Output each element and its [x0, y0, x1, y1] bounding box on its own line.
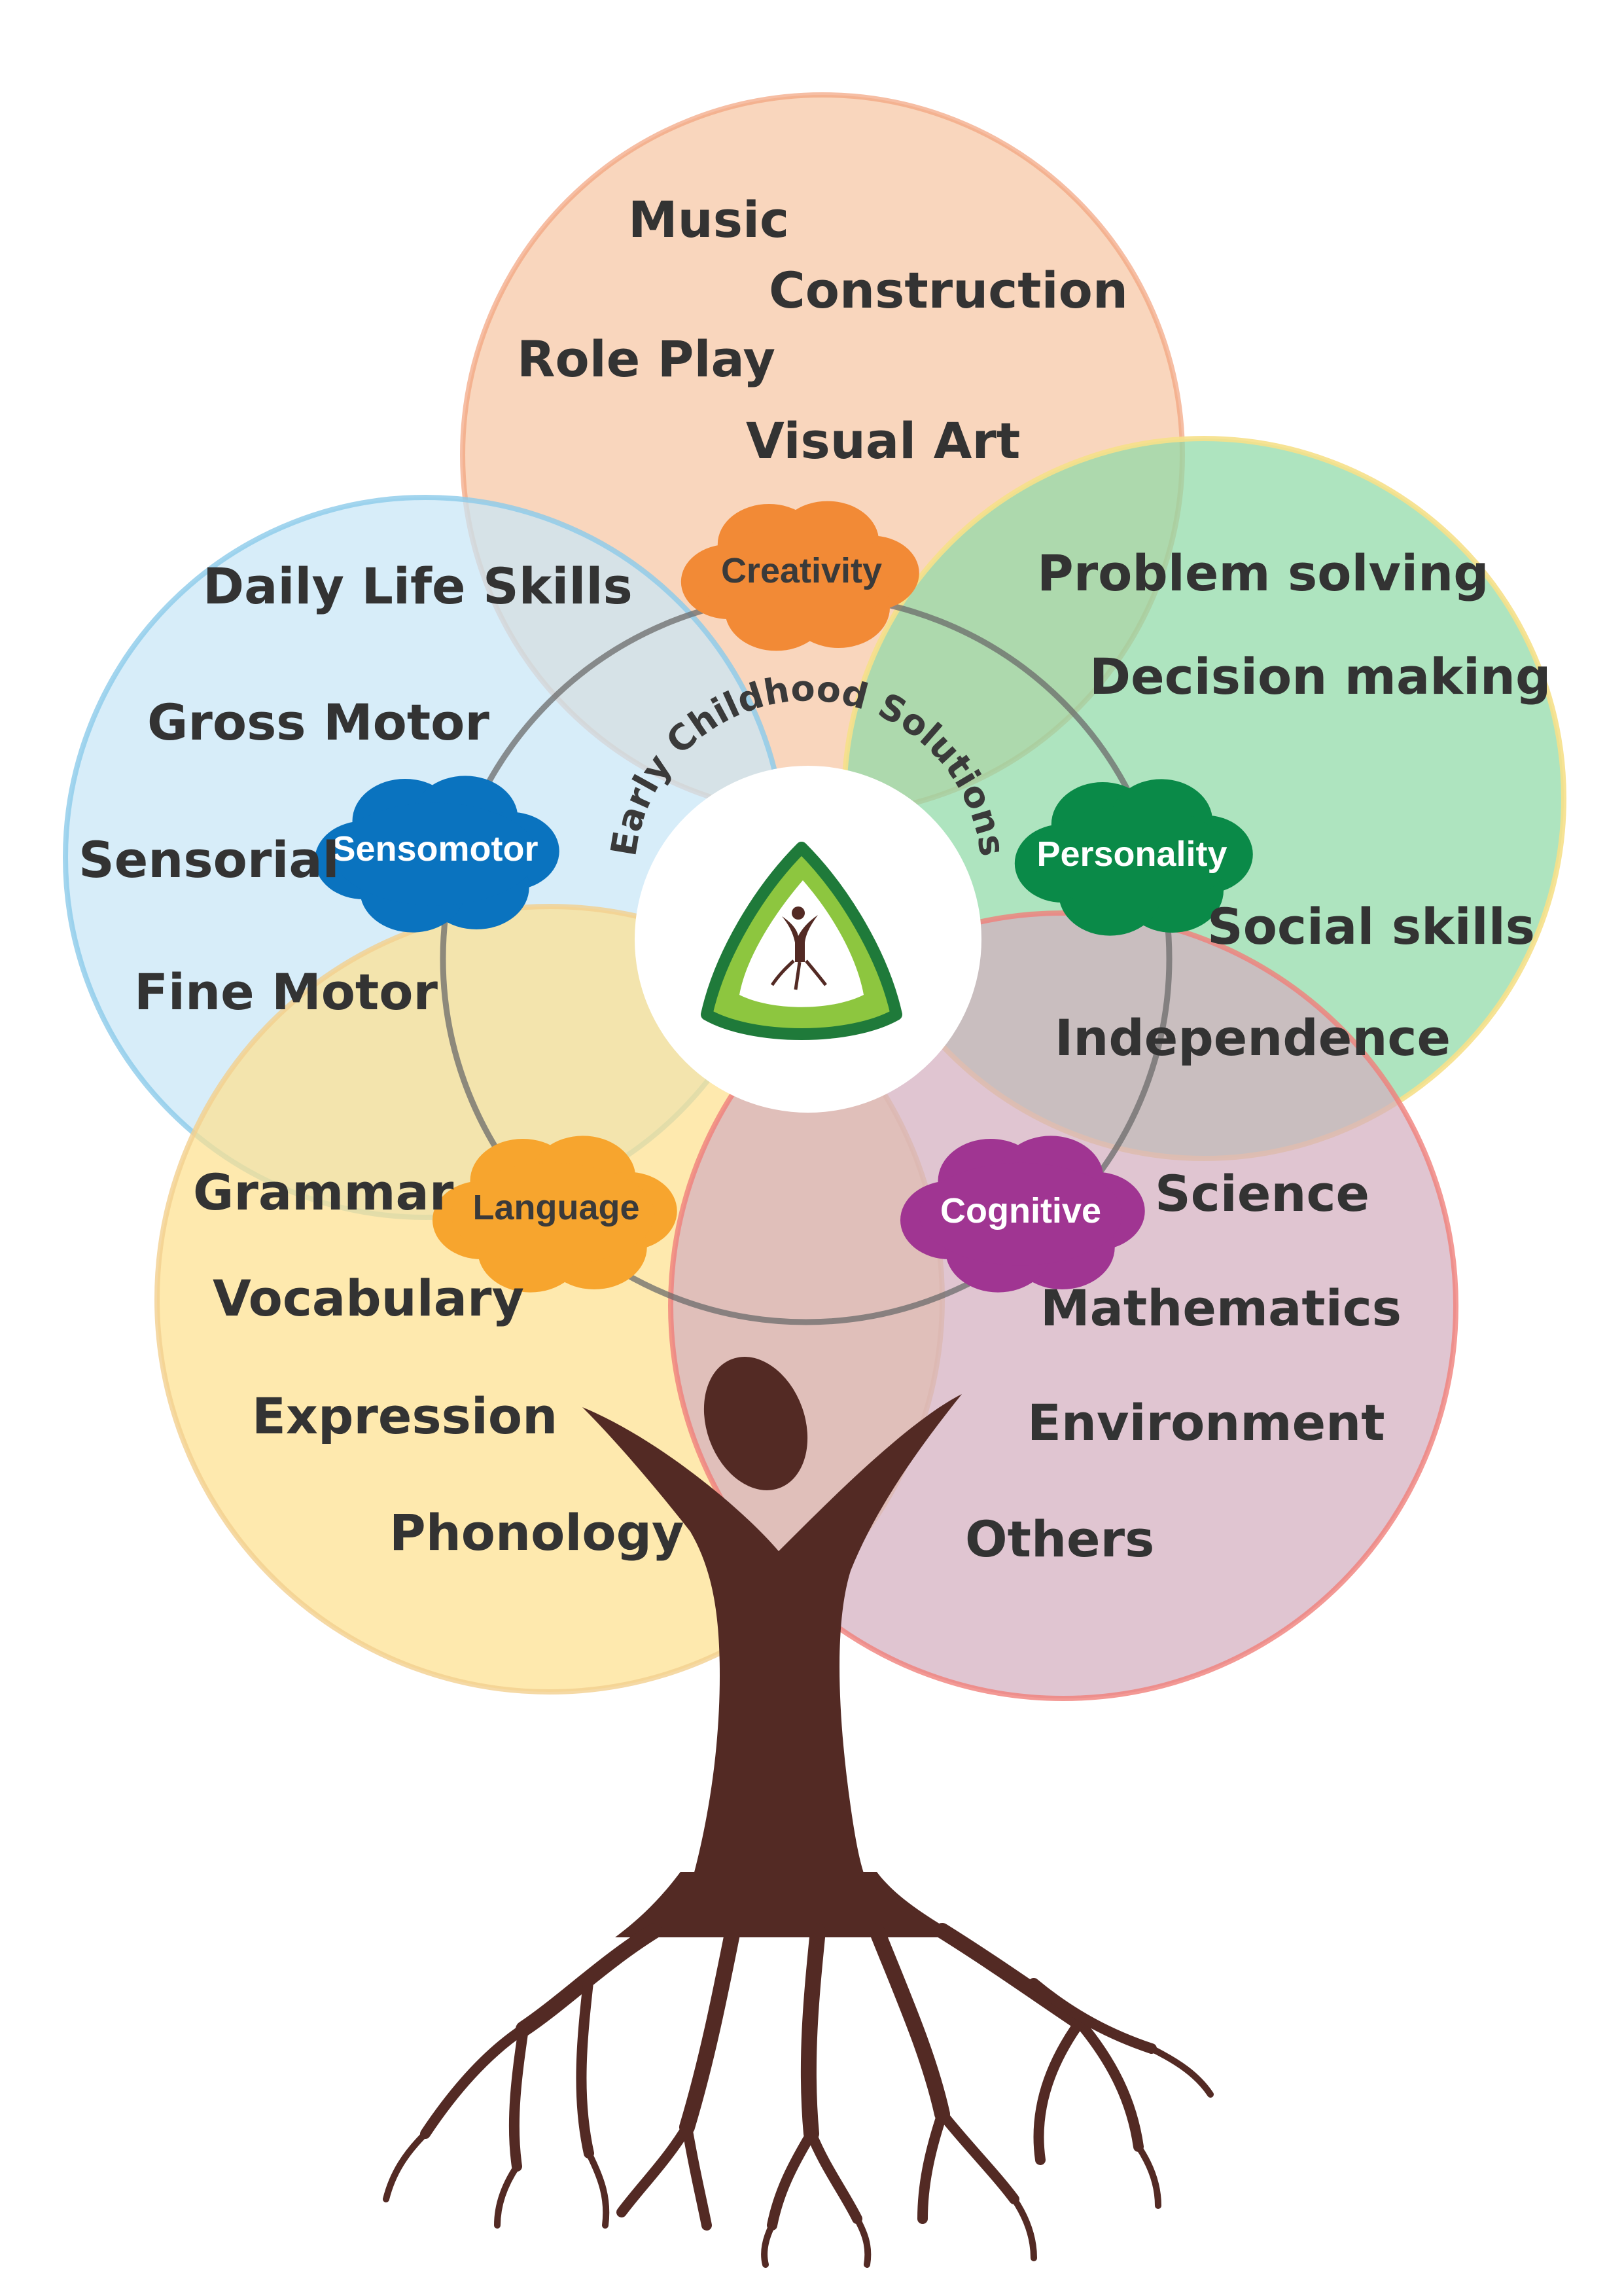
- cognitive-cloud-label: Cognitive: [940, 1191, 1101, 1230]
- tree-icon: [582, 1357, 962, 1937]
- skill-label: Sensorial: [79, 831, 340, 889]
- skill-label: Fine Motor: [134, 963, 438, 1021]
- tree-trunk-arms: [582, 1394, 962, 1898]
- skill-label: Mathematics: [1040, 1279, 1402, 1337]
- personality-cloud: Personality: [1014, 779, 1253, 936]
- language-cloud-label: Language: [472, 1188, 639, 1227]
- skill-label: Expression: [252, 1387, 557, 1445]
- personality-cloud-label: Personality: [1036, 834, 1227, 874]
- language-skills: Grammar Vocabulary Expression Phonology: [193, 1163, 684, 1562]
- skill-label: Grammar: [193, 1163, 454, 1221]
- creativity-cloud-label: Creativity: [721, 551, 882, 590]
- skill-label: Music: [628, 190, 789, 249]
- skill-label: Problem solving: [1037, 544, 1489, 602]
- logo-mini-tree-icon: [770, 906, 827, 990]
- skill-label: Vocabulary: [213, 1269, 524, 1327]
- skill-label: Decision making: [1089, 647, 1551, 706]
- skill-label: Independence: [1055, 1009, 1451, 1067]
- tree-roots: [383, 1923, 1214, 2268]
- skill-label: Daily Life Skills: [203, 557, 633, 615]
- creativity-skills: Music Construction Role Play Visual Art: [517, 190, 1128, 470]
- sensomotor-cloud: Sensomotor: [315, 776, 559, 933]
- skill-label: Environment: [1027, 1393, 1385, 1452]
- skill-label: Science: [1155, 1164, 1369, 1223]
- personality-skills: Problem solving Decision making Social s…: [1037, 544, 1551, 1067]
- skill-label: Others: [965, 1510, 1154, 1568]
- language-cloud: Language: [432, 1136, 677, 1293]
- sensomotor-skills: Daily Life Skills Gross Motor Sensorial …: [79, 557, 633, 1021]
- cognitive-skills: Science Mathematics Environment Others: [965, 1164, 1402, 1568]
- cognitive-cloud: Cognitive: [900, 1136, 1145, 1293]
- skill-label: Construction: [769, 261, 1128, 319]
- tree-root-base: [615, 1872, 962, 1937]
- skill-label: Gross Motor: [147, 693, 489, 751]
- skill-label: Phonology: [389, 1503, 684, 1562]
- sensomotor-cloud-label: Sensomotor: [332, 829, 538, 869]
- skill-label: Visual Art: [746, 412, 1020, 470]
- skill-label: Social skills: [1207, 897, 1535, 956]
- tree-head: [703, 1357, 808, 1490]
- creativity-cloud: Creativity: [680, 501, 919, 651]
- skill-label: Role Play: [517, 330, 775, 388]
